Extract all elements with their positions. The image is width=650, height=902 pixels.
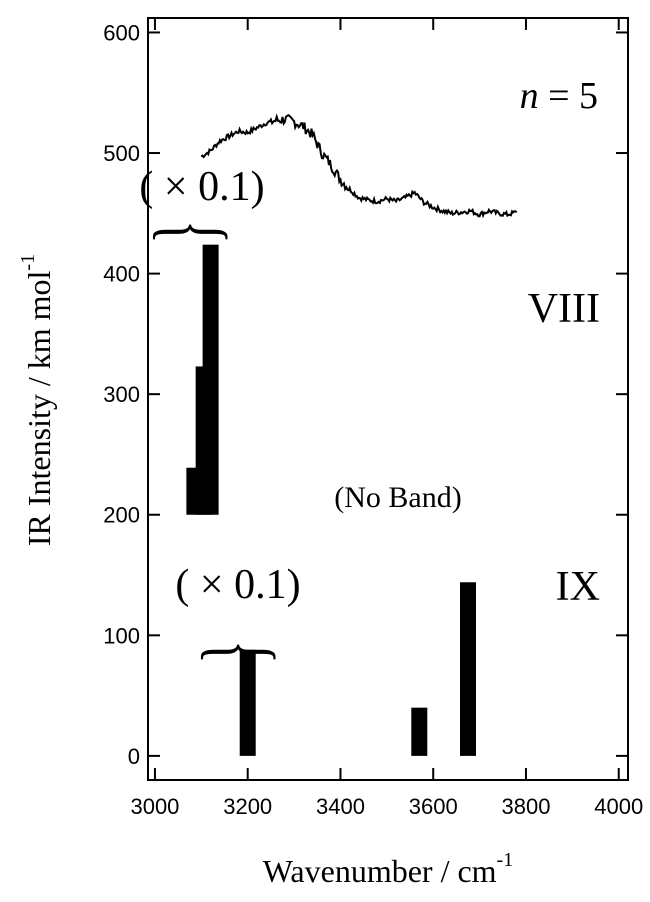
y-tick-label: 500 xyxy=(103,141,140,166)
x-tick-labels: 3000 3200 3400 3600 3800 4000 xyxy=(130,794,643,819)
brace-viii: } xyxy=(135,220,235,244)
bar-ix-2 xyxy=(411,707,428,756)
brace-viii-glyph: } xyxy=(135,220,235,244)
isomer-label-ix: IX xyxy=(556,564,600,610)
y-tick-label: 600 xyxy=(103,20,140,45)
y-tick-label: 0 xyxy=(128,744,140,769)
x-tick-label: 4000 xyxy=(594,794,643,819)
bar-ix-1 xyxy=(239,649,256,756)
y-axis-label-sup: -1 xyxy=(17,254,39,271)
x-axis-label-text: Wavenumber / cm xyxy=(263,853,497,889)
no-band-note: (No Band) xyxy=(334,481,461,514)
y-tick-labels: 0 100 200 300 400 500 600 xyxy=(103,20,140,768)
plot-frame xyxy=(147,17,629,781)
x-tick-label: 3800 xyxy=(501,794,550,819)
x-tick-label: 3200 xyxy=(223,794,272,819)
x-tick-label: 3400 xyxy=(316,794,365,819)
brace-ix: } xyxy=(183,640,283,664)
y-tick-label: 300 xyxy=(103,382,140,407)
x-axis-label: Wavenumber / cm-1 xyxy=(263,849,513,889)
y-tick-label: 100 xyxy=(103,623,140,648)
panel-label-italic: n xyxy=(520,75,539,117)
panel-label-rest: = 5 xyxy=(539,75,598,117)
y-axis-label: IR Intensity / km mol-1 xyxy=(17,254,57,546)
plot-area-border xyxy=(147,17,629,781)
y-tick-label: 400 xyxy=(103,262,140,287)
x-axis-label-sup: -1 xyxy=(497,849,514,871)
panel-label: n = 5 xyxy=(520,75,598,117)
axis-ticks xyxy=(148,18,628,780)
bar-viii-3 xyxy=(202,244,219,515)
bar-ix-3 xyxy=(460,582,476,756)
experimental-spectrum-line xyxy=(200,113,518,219)
scale-note-ix: ( × 0.1) xyxy=(175,562,300,608)
x-tick-label: 3000 xyxy=(130,794,179,819)
x-tick-label: 3600 xyxy=(409,794,458,819)
brace-ix-glyph: } xyxy=(183,640,283,664)
calculated-bars xyxy=(186,244,476,756)
y-tick-label: 200 xyxy=(103,503,140,528)
y-axis-label-text: IR Intensity / km mol xyxy=(21,270,57,546)
isomer-label-viii: VIII xyxy=(528,286,600,332)
scale-note-viii: ( × 0.1) xyxy=(139,164,264,210)
